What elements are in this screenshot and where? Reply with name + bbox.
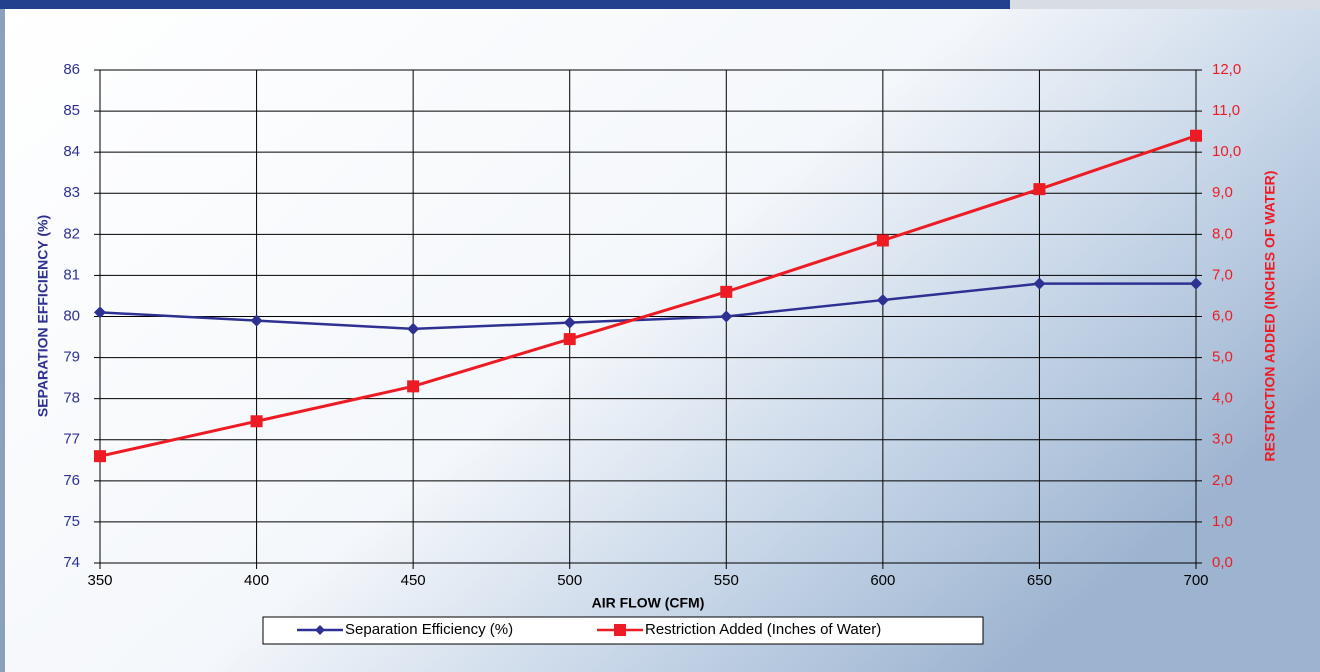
series-marker (720, 285, 733, 298)
series-marker (1033, 277, 1046, 290)
legend-label: Separation Efficiency (%) (345, 621, 513, 638)
y-tick-label: 81 (63, 266, 80, 283)
y-tick-label: 79 (63, 349, 80, 366)
series-marker (250, 415, 263, 428)
series-marker (407, 380, 420, 393)
x-tick-label: 400 (244, 572, 269, 589)
legend-marker (614, 624, 626, 636)
series-marker (1190, 129, 1202, 142)
y2-tick-label: 7,0 (1212, 266, 1233, 283)
series-marker (876, 234, 889, 247)
series-marker (94, 306, 106, 319)
series-marker (250, 314, 263, 327)
y2-tick-label: 10,0 (1212, 143, 1241, 160)
y2-tick-label: 3,0 (1212, 431, 1233, 448)
y-axis-title: SEPARATION EFFICIENCY (%) (35, 215, 51, 417)
y-tick-label: 76 (63, 472, 80, 489)
y2-tick-label: 4,0 (1212, 390, 1233, 407)
y-tick-label: 84 (63, 143, 80, 160)
series-marker (563, 316, 576, 329)
y2-tick-label: 8,0 (1212, 225, 1233, 242)
y-tick-label: 77 (63, 431, 80, 448)
header-bar-right (1010, 0, 1320, 9)
y2-tick-label: 1,0 (1212, 513, 1233, 530)
series-line (99, 134, 1197, 458)
series-line (99, 282, 1196, 331)
series-marker (94, 450, 106, 463)
x-tick-label: 600 (870, 572, 895, 589)
left-edge (0, 9, 5, 672)
y2-tick-label: 11,0 (1212, 102, 1240, 119)
y-tick-label: 74 (63, 554, 80, 571)
y-tick-label: 80 (63, 307, 80, 324)
y2-tick-label: 2,0 (1212, 472, 1233, 489)
legend-marker (315, 625, 325, 635)
y-tick-label: 85 (63, 102, 80, 119)
y2-tick-label: 0,0 (1212, 554, 1233, 571)
x-tick-label: 450 (401, 572, 426, 589)
y2-tick-label: 12,0 (1212, 61, 1241, 78)
x-tick-label: 350 (87, 572, 112, 589)
series-marker (563, 333, 576, 346)
header-bar (0, 0, 1010, 9)
y-tick-label: 75 (63, 513, 80, 530)
y2-axis-title: RESTRICTION ADDED (INCHES OF WATER) (1262, 171, 1278, 462)
series-marker (1190, 277, 1202, 290)
y2-tick-label: 5,0 (1212, 349, 1233, 366)
series-marker (407, 322, 420, 335)
y-tick-label: 78 (63, 390, 80, 407)
legend-label: Restriction Added (Inches of Water) (645, 621, 881, 638)
y2-tick-label: 9,0 (1212, 184, 1233, 201)
y-tick-label: 82 (63, 225, 80, 242)
x-tick-label: 700 (1183, 572, 1208, 589)
series-marker (720, 310, 733, 323)
y-tick-label: 83 (63, 184, 80, 201)
x-tick-label: 650 (1027, 572, 1052, 589)
x-tick-label: 500 (557, 572, 582, 589)
x-axis-title: AIR FLOW (CFM) (592, 595, 705, 611)
series-marker (876, 294, 889, 307)
series-marker (1033, 183, 1046, 196)
y-tick-label: 86 (63, 61, 80, 78)
x-tick-label: 550 (714, 572, 739, 589)
y2-tick-label: 6,0 (1212, 307, 1233, 324)
